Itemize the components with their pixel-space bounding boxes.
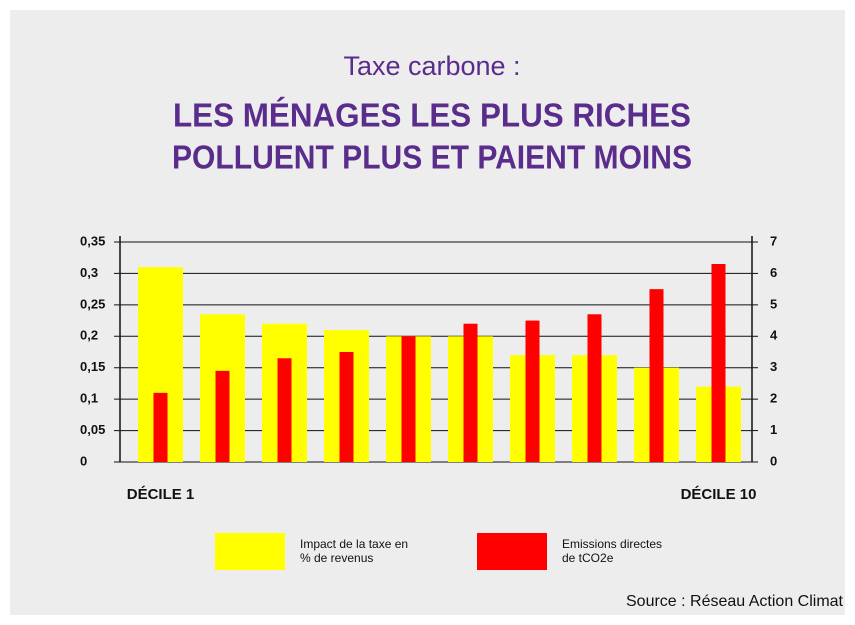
y-tick-label: 0,35 [80, 233, 105, 248]
y-tick-label: 0,25 [80, 296, 105, 311]
bar [649, 289, 664, 462]
bar [339, 352, 354, 462]
y-tick-label: 0,05 [80, 422, 105, 437]
bar [525, 320, 540, 462]
y2-tick-label: 4 [770, 328, 778, 343]
y2-tick-label: 3 [770, 359, 777, 374]
y-tick-label: 0,15 [80, 359, 105, 374]
bar [463, 323, 478, 462]
x-tick-label: DÉCILE 10 [681, 486, 757, 503]
bar [587, 314, 602, 462]
bar [401, 336, 416, 462]
y-tick-label: 0,2 [80, 328, 98, 343]
y2-tick-label: 5 [770, 296, 777, 311]
chart-subtitle: LES MÉNAGES LES PLUS RICHES [173, 97, 691, 134]
bar [153, 392, 168, 462]
bar [711, 264, 726, 462]
x-tick-label: DÉCILE 1 [127, 486, 195, 503]
chart-title: Taxe carbone : [343, 51, 520, 81]
legend-label: Emissions directes de tCO2e [562, 537, 663, 565]
y-tick-label: 0,1 [80, 391, 98, 406]
legend-swatch [215, 533, 285, 570]
legend-label: Impact de la taxe en % de revenus [300, 537, 409, 565]
source: Source : Réseau Action Climat [626, 593, 844, 610]
chart-subtitle: POLLUENT PLUS ET PAIENT MOINS [172, 139, 692, 176]
legend-swatch [477, 533, 547, 570]
y2-tick-label: 1 [770, 422, 777, 437]
y-tick-label: 0 [80, 453, 87, 468]
bar [215, 370, 230, 462]
y2-tick-label: 2 [770, 391, 777, 406]
bar [277, 358, 292, 462]
y2-tick-label: 7 [770, 233, 777, 248]
y2-tick-label: 0 [770, 453, 777, 468]
y-tick-label: 0,3 [80, 265, 98, 280]
y2-tick-label: 6 [770, 265, 777, 280]
